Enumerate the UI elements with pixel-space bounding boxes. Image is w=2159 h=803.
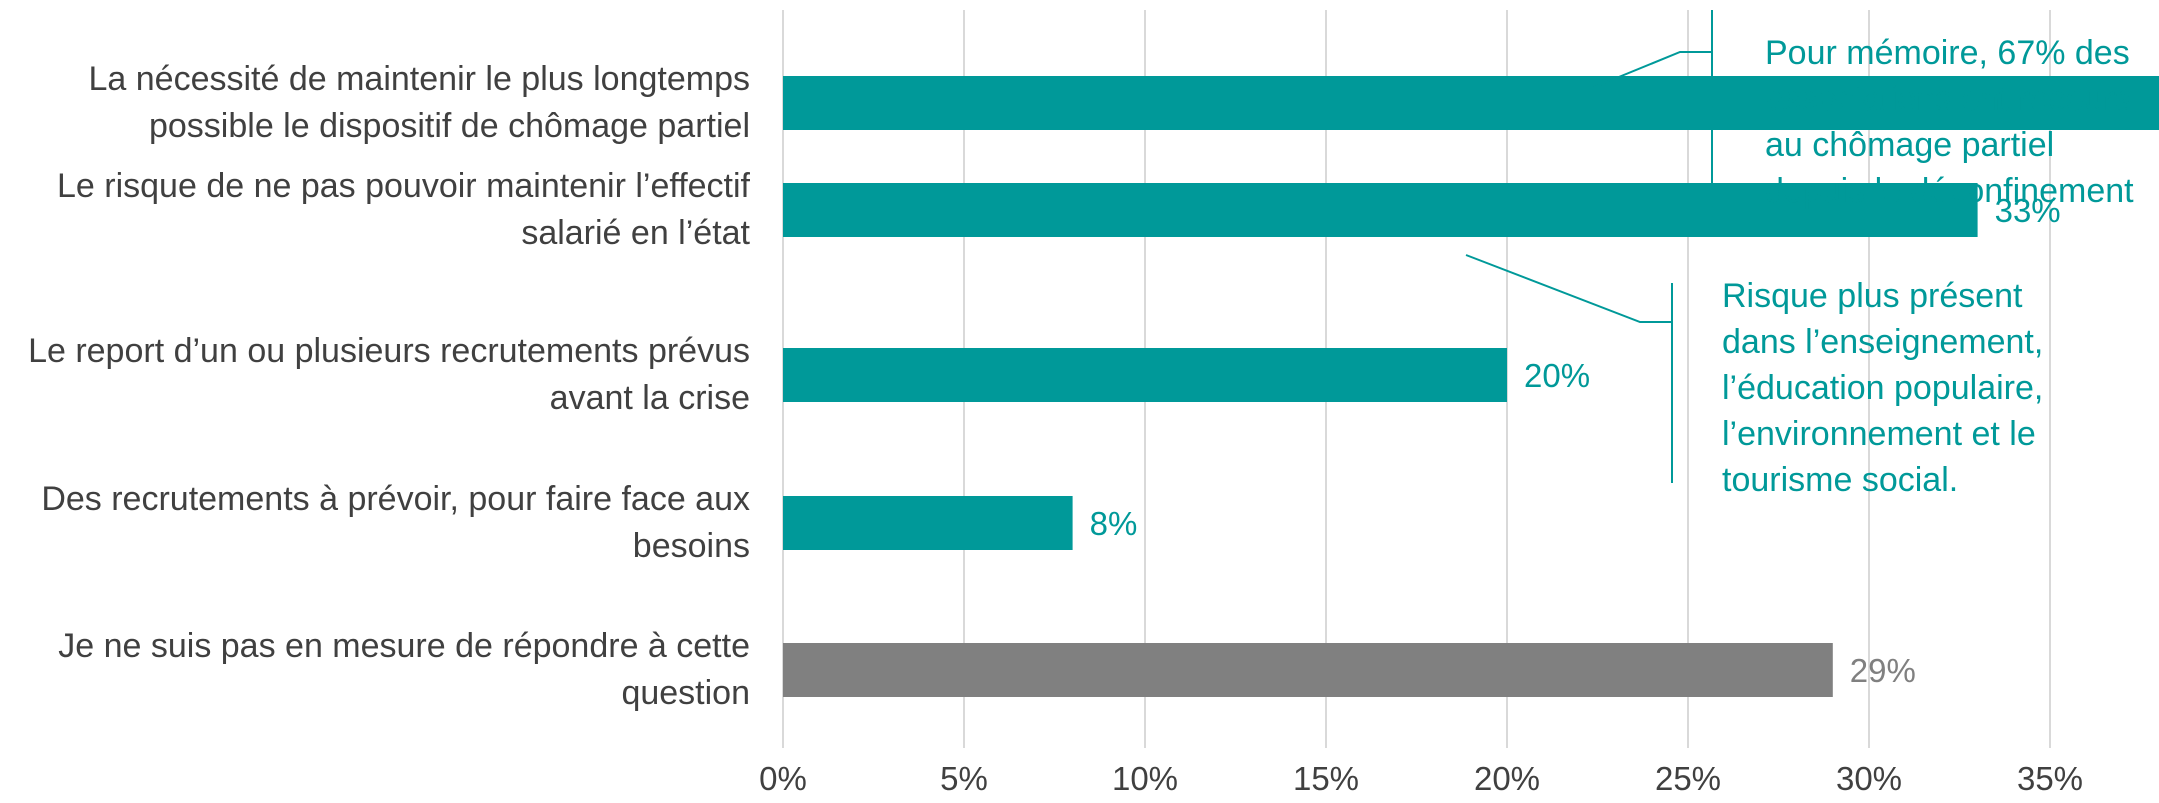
value-labels: 39%33%20%8%29% [1090,192,2061,689]
category-label-line: La nécessité de maintenir le plus longte… [88,60,751,98]
callout-line: l’éducation populaire, [1722,369,2044,407]
x-tick-label: 10% [1112,760,1178,797]
callout-line: depuis le déconfinement [1765,172,2134,210]
bars [783,76,2159,697]
callout-chomage-partiel: Pour mémoire, 67% des associations ont r… [1765,30,2134,214]
callout-line: associations ont recours [1765,80,2132,118]
category-label-line: Des recrutements à prévoir, pour faire f… [41,480,750,518]
callout-line: au chômage partiel [1765,126,2055,164]
callout-leader-lines [1465,10,1713,483]
x-axis-tick-labels: 0%5%10%15%20%25%30%35%40%45% [759,760,2083,797]
leader-line [1591,51,1712,89]
bar [783,183,1978,237]
category-label-line: avant la crise [549,379,750,417]
category-label-line: Le risque de ne pas pouvoir maintenir l’… [57,167,750,205]
value-label: 20% [1524,357,1590,394]
category-label: La nécessité de maintenir le plus longte… [0,56,751,150]
category-label: Des recrutements à prévoir, pour faire f… [0,476,750,570]
category-label: Le risque de ne pas pouvoir maintenir l’… [0,163,750,257]
callout-line: Risque plus présent [1722,277,2023,315]
x-tick-label: 5% [940,760,988,797]
category-label: Le report d’un ou plusieurs recrutements… [0,328,750,422]
bar [783,76,2159,130]
callout-line: Pour mémoire, 67% des [1765,34,2130,72]
value-label: 29% [1850,652,1916,689]
x-tick-label: 15% [1293,760,1359,797]
category-label-line: possible le dispositif de chômage partie… [148,107,750,145]
bar [783,348,1507,402]
category-label-line: besoins [632,527,750,565]
x-tick-label: 35% [2017,760,2083,797]
x-tick-label: 0% [759,760,807,797]
callout-line: tourisme social. [1722,461,1959,499]
bar [783,496,1073,550]
callout-risque-sectoriel: Risque plus présent dans l’enseignement,… [1722,273,2043,503]
x-tick-label: 20% [1474,760,1540,797]
category-label-line: question [621,674,750,712]
x-tick-label: 30% [1836,760,1902,797]
bar [783,643,1833,697]
category-label-line: Je ne suis pas en mesure de répondre à c… [58,627,750,665]
category-label-line: salarié en l’état [521,214,750,252]
category-label-line: Le report d’un ou plusieurs recrutements… [28,332,750,370]
leader-line [1465,254,1672,323]
x-tick-label: 25% [1655,760,1721,797]
callout-line: l’environnement et le [1722,415,2036,453]
category-label: Je ne suis pas en mesure de répondre à c… [0,623,750,717]
callout-line: dans l’enseignement, [1722,323,2044,361]
value-label: 33% [1995,192,2061,229]
value-label: 8% [1090,505,1138,542]
